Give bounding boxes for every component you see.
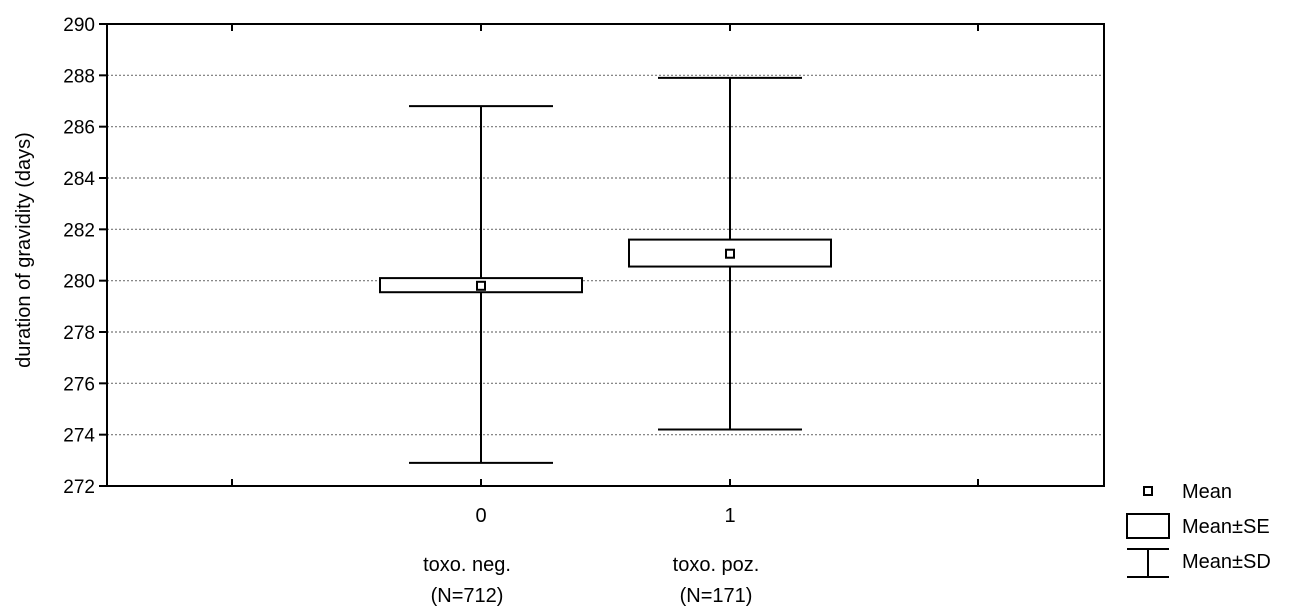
legend-label: Mean±SD	[1182, 551, 1271, 573]
category-0	[379, 105, 583, 464]
x-tick-label: 1	[724, 505, 735, 527]
category-name-label: toxo. poz.	[673, 554, 760, 576]
y-tick-label: 278	[63, 323, 95, 344]
legend-label: Mean±SE	[1182, 516, 1270, 538]
mean-marker	[725, 248, 735, 259]
plot-frame	[106, 23, 1105, 487]
grid-lines	[107, 74, 1104, 436]
x-axis: 0 toxo. neg. (N=712) 1 toxo. poz. (N=171)	[231, 24, 979, 607]
category-n-label: (N=712)	[431, 585, 504, 607]
y-axis-title: duration of gravidity (days)	[13, 132, 35, 368]
y-tick-label: 280	[63, 272, 95, 293]
y-tick-label: 274	[63, 426, 95, 447]
legend: Mean Mean±SE Mean±SD	[1126, 481, 1271, 578]
y-tick-label: 272	[63, 477, 95, 498]
box-series	[379, 76, 832, 464]
mean-marker	[476, 280, 486, 291]
y-tick-label: 286	[63, 118, 95, 139]
y-tick-label: 282	[63, 220, 95, 241]
category-1	[628, 76, 832, 431]
y-axis: 272 274 276 278 280 282 284 286 288 290	[63, 15, 107, 498]
legend-se-symbol	[1126, 513, 1170, 539]
legend-label: Mean	[1182, 481, 1232, 503]
y-tick-label: 288	[63, 66, 95, 87]
y-tick-label: 276	[63, 374, 95, 395]
category-n-label: (N=171)	[680, 585, 753, 607]
category-name-label: toxo. neg.	[423, 554, 511, 576]
x-tick-label: 0	[475, 505, 486, 527]
legend-mean-symbol	[1143, 486, 1153, 496]
y-tick-label: 290	[63, 15, 95, 36]
y-tick-label: 284	[63, 169, 95, 190]
